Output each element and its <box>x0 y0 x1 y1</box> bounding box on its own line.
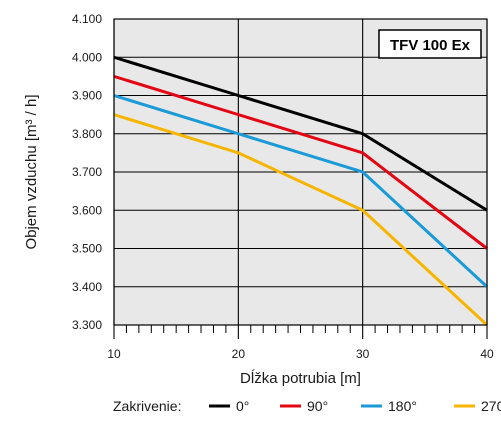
x-tick-label: 20 <box>232 347 246 361</box>
y-tick-label: 3.300 <box>72 318 102 332</box>
y-tick-label: 3.800 <box>72 127 102 141</box>
series-lines <box>113 55 489 327</box>
y-tick-label: 4.000 <box>72 50 102 64</box>
series-line-1 <box>113 74 488 250</box>
y-tick-label: 3.700 <box>72 165 102 179</box>
legend-title: Zakrivenie: <box>113 398 181 414</box>
x-tick-label: 40 <box>480 347 494 361</box>
axis-ticks: 3.300 3.400 3.500 3.600 3.700 3.800 3.900 4.000… <box>72 12 494 361</box>
legend-label-2: 180° <box>388 398 417 414</box>
y-tick-label: 3.400 <box>72 280 102 294</box>
x-tick-label: 30 <box>356 347 370 361</box>
badge-box <box>378 29 482 59</box>
series-line-3 <box>113 113 489 327</box>
series-line-2 <box>113 94 489 288</box>
x-axis-title: Dĺžka potrubia [m] <box>240 369 361 387</box>
y-tick-label: 4.100 <box>72 12 102 26</box>
y-tick-label: 3.900 <box>72 89 102 103</box>
badge-label: TFV 100 Ex <box>390 37 471 54</box>
y-axis-title: Objem vzduchu [m³ / h] <box>23 94 40 249</box>
y-tick-label: 3.500 <box>72 242 102 256</box>
legend-label-1: 90° <box>307 398 328 414</box>
x-tick-label: 10 <box>107 347 121 361</box>
chart-badge: TFV 100 Ex <box>378 29 482 59</box>
legend: Zakrivenie: 0° 90° 180° 270° <box>113 398 501 414</box>
y-tick-label: 3.600 <box>72 203 102 217</box>
series-line-0 <box>113 55 488 212</box>
legend-label-3: 270° <box>481 398 501 414</box>
legend-label-0: 0° <box>236 398 249 414</box>
